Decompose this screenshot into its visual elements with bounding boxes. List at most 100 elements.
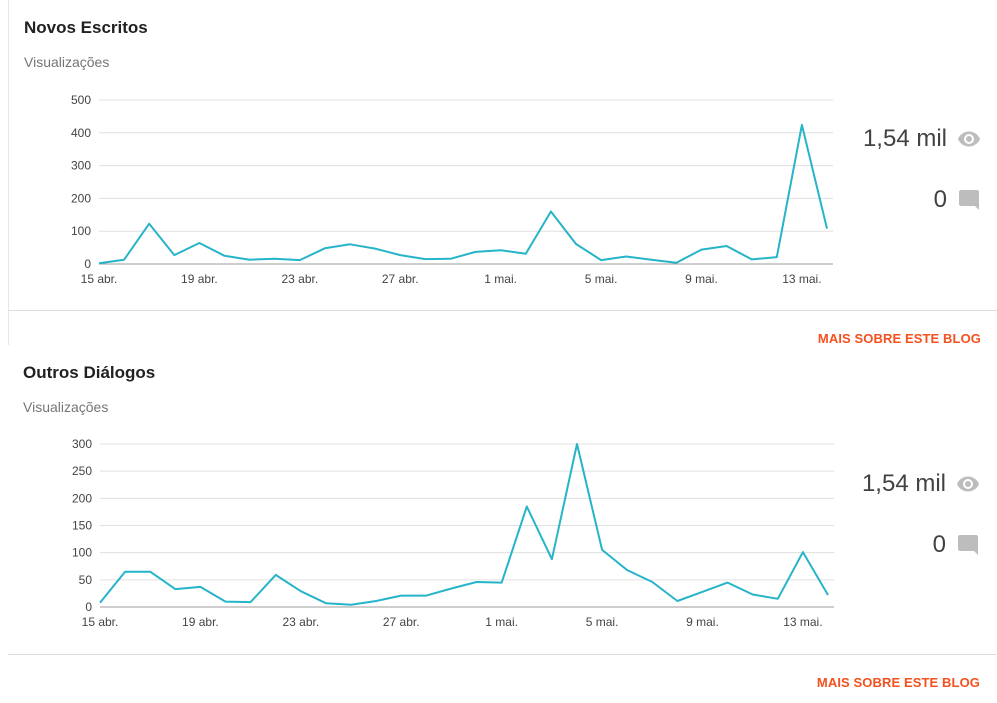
data-point[interactable] xyxy=(620,250,632,262)
data-point[interactable] xyxy=(520,248,532,260)
data-point[interactable] xyxy=(193,237,205,249)
data-point[interactable] xyxy=(168,249,180,261)
data-point[interactable] xyxy=(169,583,181,595)
data-point[interactable] xyxy=(320,597,332,609)
metric-label: Visualizações xyxy=(24,54,110,70)
data-point[interactable] xyxy=(319,242,331,254)
y-tick-label: 0 xyxy=(85,600,92,614)
x-tick-label: 9 mai. xyxy=(685,272,718,286)
more-about-blog-link[interactable]: MAIS SOBRE ESTE BLOG xyxy=(817,331,981,346)
views-stat: 1,54 mil xyxy=(862,470,980,498)
comments-count: 0 xyxy=(933,186,947,213)
data-point[interactable] xyxy=(645,254,657,266)
data-point[interactable] xyxy=(772,593,784,605)
views-series-line xyxy=(98,123,828,265)
data-point[interactable] xyxy=(220,596,232,608)
data-point[interactable] xyxy=(471,576,483,588)
comment-icon xyxy=(959,190,979,210)
x-tick-label: 13 mai. xyxy=(783,615,822,629)
x-tick-label: 19 abr. xyxy=(181,272,218,286)
data-point[interactable] xyxy=(822,589,834,601)
data-point[interactable] xyxy=(143,218,155,230)
data-point[interactable] xyxy=(445,583,457,595)
views-stat: 1,54 mil xyxy=(863,125,981,153)
blog-card-outros-dialogos: Outros Diálogos Visualizações 0 50 100 150 2… xyxy=(8,345,996,703)
data-point[interactable] xyxy=(721,240,733,252)
data-point[interactable] xyxy=(419,253,431,265)
data-point[interactable] xyxy=(370,595,382,607)
data-point[interactable] xyxy=(796,119,808,131)
views-line-chart: 0 50 100 150 200 250 300 15 abr. 19 abr. 23 abr. 2… xyxy=(72,437,834,629)
data-point[interactable] xyxy=(244,254,256,266)
data-point[interactable] xyxy=(294,254,306,266)
data-point[interactable] xyxy=(394,249,406,261)
views-count: 1,54 mil xyxy=(862,125,947,152)
data-point[interactable] xyxy=(546,553,558,565)
data-point[interactable] xyxy=(270,569,282,581)
x-tick-label: 15 abr. xyxy=(81,272,118,286)
data-point[interactable] xyxy=(369,243,381,255)
data-point[interactable] xyxy=(194,581,206,593)
card-divider xyxy=(9,310,997,311)
data-point[interactable] xyxy=(570,238,582,250)
data-point[interactable] xyxy=(496,577,508,589)
data-point[interactable] xyxy=(596,544,608,556)
data-point[interactable] xyxy=(94,597,106,609)
y-tick-label: 200 xyxy=(72,491,92,505)
blog-card-novos-escritos: Novos Escritos Visualizações 0 100 200 300 4… xyxy=(8,0,997,346)
data-point[interactable] xyxy=(671,595,683,607)
data-point[interactable] xyxy=(696,586,708,598)
data-point[interactable] xyxy=(695,244,707,256)
x-tick-label: 23 abr. xyxy=(281,272,318,286)
data-point[interactable] xyxy=(295,585,307,597)
y-tick-label: 50 xyxy=(79,573,93,587)
card-divider xyxy=(8,654,996,655)
data-point[interactable] xyxy=(621,564,633,576)
data-point[interactable] xyxy=(219,250,231,262)
data-point[interactable] xyxy=(470,246,482,258)
y-tick-label: 150 xyxy=(72,519,92,533)
data-point[interactable] xyxy=(269,253,281,265)
x-tick-label: 27 abr. xyxy=(383,615,420,629)
more-about-blog-link[interactable]: MAIS SOBRE ESTE BLOG xyxy=(816,675,980,690)
x-tick-label: 15 abr. xyxy=(82,615,119,629)
blog-title[interactable]: Outros Diálogos xyxy=(23,363,156,382)
data-point[interactable] xyxy=(144,566,156,578)
y-tick-label: 200 xyxy=(71,191,91,205)
data-point[interactable] xyxy=(420,590,432,602)
y-tick-label: 500 xyxy=(71,93,91,107)
data-point[interactable] xyxy=(119,566,131,578)
data-point[interactable] xyxy=(797,546,809,558)
x-tick-label: 23 abr. xyxy=(282,615,319,629)
x-tick-label: 27 abr. xyxy=(382,272,419,286)
data-point[interactable] xyxy=(670,257,682,269)
data-point[interactable] xyxy=(571,438,583,450)
data-point[interactable] xyxy=(118,254,130,266)
data-point[interactable] xyxy=(722,577,734,589)
data-point[interactable] xyxy=(344,238,356,250)
data-point[interactable] xyxy=(595,254,607,266)
data-point[interactable] xyxy=(444,253,456,265)
data-point[interactable] xyxy=(245,596,257,608)
x-tick-label: 5 mai. xyxy=(585,272,618,286)
data-point[interactable] xyxy=(345,599,357,611)
y-tick-label: 0 xyxy=(84,257,91,271)
data-point[interactable] xyxy=(395,590,407,602)
data-point[interactable] xyxy=(93,257,105,269)
data-point[interactable] xyxy=(771,251,783,263)
data-point[interactable] xyxy=(821,223,833,235)
y-tick-label: 300 xyxy=(72,437,92,451)
views-count: 1,54 mil xyxy=(861,470,946,497)
x-tick-label: 5 mai. xyxy=(586,615,619,629)
y-tick-label: 250 xyxy=(72,464,92,478)
data-point[interactable] xyxy=(646,576,658,588)
data-point[interactable] xyxy=(495,244,507,256)
data-point[interactable] xyxy=(747,589,759,601)
data-point[interactable] xyxy=(521,500,533,512)
eye-icon xyxy=(958,131,980,147)
blog-title[interactable]: Novos Escritos xyxy=(24,18,148,37)
x-tick-label: 13 mai. xyxy=(782,272,821,286)
y-tick-label: 300 xyxy=(71,159,91,173)
data-point[interactable] xyxy=(545,206,557,218)
data-point[interactable] xyxy=(746,253,758,265)
